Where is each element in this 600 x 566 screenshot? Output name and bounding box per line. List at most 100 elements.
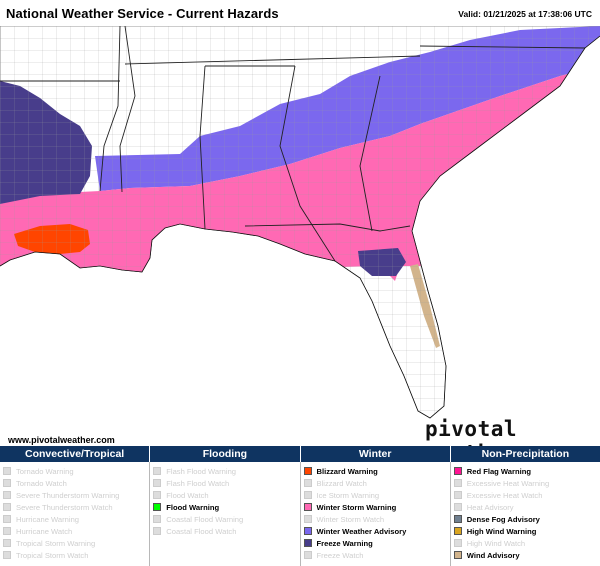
legend-item: Hurricane Watch [3, 525, 149, 537]
legend-label: Winter Weather Advisory [316, 526, 407, 536]
legend-body: Tornado Warning Tornado Watch Severe Thund… [0, 462, 600, 566]
legend-item: High Wind Watch [453, 537, 600, 549]
legend-swatch [3, 479, 11, 487]
legend-item: Freeze Warning [303, 537, 450, 549]
legend-label: Hurricane Warning [16, 514, 80, 524]
legend-column-flooding: Flash Flood Warning Flash Flood Watch Floo… [150, 462, 301, 566]
legend-item: Severe Thunderstorm Watch [3, 501, 149, 513]
legend-label: Winter Storm Warning [316, 502, 397, 512]
legend-label: Severe Thunderstorm Watch [16, 502, 113, 512]
legend-item: Heat Advisory [453, 501, 600, 513]
legend-item: Tropical Storm Warning [3, 537, 149, 549]
legend-label: Excessive Heat Warning [466, 478, 550, 488]
legend-header-convective: Convective/Tropical [0, 446, 151, 462]
legend-item: Severe Thunderstorm Warning [3, 489, 149, 501]
legend-label: Wind Advisory [466, 550, 520, 560]
legend-swatch [3, 551, 11, 559]
legend-swatch [153, 479, 162, 487]
legend-item: Winter Storm Warning [303, 501, 450, 513]
legend-swatch [453, 527, 462, 535]
hazard-map [0, 26, 600, 444]
legend-item: Winter Storm Watch [303, 513, 450, 525]
legend-item: Blizzard Warning [303, 465, 450, 477]
legend-swatch [303, 515, 312, 523]
legend-label: Coastal Flood Watch [166, 526, 237, 536]
legend-item: Coastal Flood Watch [153, 525, 299, 537]
legend-label: Blizzard Warning [316, 466, 378, 476]
legend-swatch [453, 479, 462, 487]
legend-label: Red Flag Warning [466, 466, 532, 476]
legend-swatch [3, 539, 11, 547]
legend-label: Freeze Watch [316, 550, 364, 560]
legend-label: High Wind Warning [466, 526, 537, 536]
legend-item: Tornado Warning [3, 465, 149, 477]
legend-swatch [453, 515, 462, 523]
legend-label: Blizzard Watch [316, 478, 367, 488]
legend-label: Flash Flood Watch [166, 478, 230, 488]
header: National Weather Service - Current Hazar… [0, 0, 600, 26]
legend-column-winter: Blizzard Warning Blizzard Watch Ice Storm … [301, 462, 451, 566]
legend-label: Ice Storm Warning [316, 490, 380, 500]
legend-swatch [453, 491, 462, 499]
coastline [0, 35, 600, 419]
state-borders [0, 26, 586, 262]
legend-label: Flash Flood Warning [166, 466, 237, 476]
legend-label: Tropical Storm Watch [16, 550, 89, 560]
legend-item: Flash Flood Warning [153, 465, 299, 477]
legend-swatch [453, 551, 462, 559]
legend-swatch [303, 479, 312, 487]
legend-item: Winter Weather Advisory [303, 525, 450, 537]
legend-swatch [303, 551, 312, 559]
legend-item: Blizzard Watch [303, 477, 450, 489]
legend-item: Hurricane Warning [3, 513, 149, 525]
legend-swatch [453, 467, 462, 475]
legend-swatch [303, 467, 312, 475]
legend-swatch [3, 527, 11, 535]
legend-label: Tropical Storm Warning [16, 538, 96, 548]
legend-label: Dense Fog Advisory [466, 514, 540, 524]
hazard-legend: Convective/Tropical Flooding Winter Non-… [0, 446, 600, 566]
legend-swatch [303, 527, 312, 535]
legend-column-convective: Tornado Warning Tornado Watch Severe Thund… [0, 462, 151, 566]
legend-swatch [303, 503, 312, 511]
legend-headers: Convective/Tropical Flooding Winter Non-… [0, 446, 600, 462]
legend-item: Tornado Watch [3, 477, 149, 489]
legend-item: Coastal Flood Warning [153, 513, 299, 525]
legend-item: Tropical Storm Watch [3, 549, 149, 561]
legend-label: Winter Storm Watch [316, 514, 385, 524]
legend-item: Dense Fog Advisory [453, 513, 600, 525]
legend-item: Flash Flood Watch [153, 477, 299, 489]
legend-swatch [153, 527, 162, 535]
valid-time: Valid: 01/21/2025 at 17:38:06 UTC [458, 9, 592, 19]
legend-label: Coastal Flood Warning [166, 514, 244, 524]
legend-header-non-precipitation: Non-Precipitation [481, 448, 570, 460]
legend-item: Excessive Heat Warning [453, 477, 600, 489]
legend-item: Flood Watch [153, 489, 299, 501]
legend-label: Severe Thunderstorm Warning [16, 490, 120, 500]
legend-item: Ice Storm Warning [303, 489, 450, 501]
legend-swatch [303, 539, 312, 547]
legend-swatch [3, 503, 11, 511]
legend-label: Flood Watch [166, 490, 209, 500]
legend-swatch [453, 503, 462, 511]
legend-swatch [153, 467, 162, 475]
site-url[interactable]: www.pivotalweather.com [8, 435, 115, 445]
legend-swatch [3, 515, 11, 523]
legend-label: Tornado Warning [16, 466, 74, 476]
legend-column-non-precipitation: Red Flag Warning Excessive Heat Warning Ex… [451, 462, 600, 566]
legend-label: Flood Warning [166, 502, 220, 512]
legend-label: Heat Advisory [466, 502, 514, 512]
legend-swatch [3, 491, 11, 499]
legend-label: Freeze Warning [316, 538, 373, 548]
map-svg [0, 26, 600, 444]
legend-swatch [153, 491, 162, 499]
legend-swatch [453, 539, 462, 547]
legend-swatch [153, 515, 162, 523]
legend-item: Wind Advisory [453, 549, 600, 561]
legend-item: Flood Warning [153, 501, 299, 513]
legend-item: Red Flag Warning [453, 465, 600, 477]
legend-label: Hurricane Watch [16, 526, 73, 536]
legend-swatch [303, 491, 312, 499]
legend-item: High Wind Warning [453, 525, 600, 537]
legend-swatch [153, 503, 162, 511]
